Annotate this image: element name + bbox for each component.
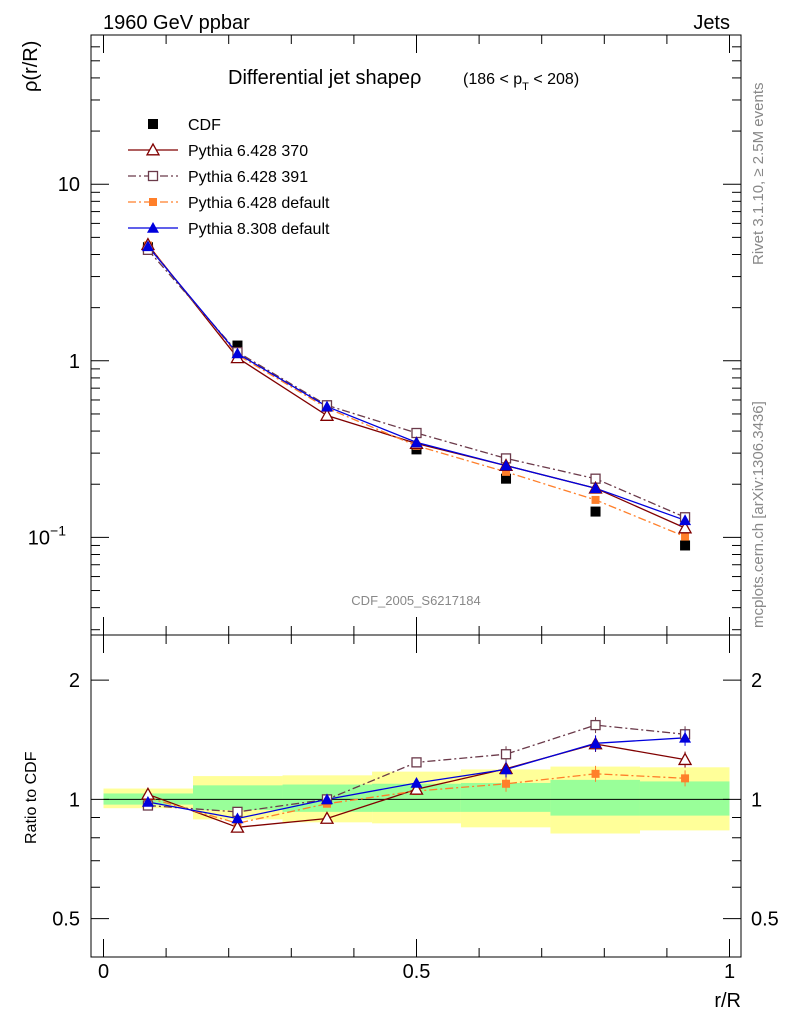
ratio-y-tick-label-right: 2 <box>751 670 762 692</box>
main-title-sub: (186 < pT < 208) <box>463 71 579 93</box>
ratio-point-3-6 <box>679 731 692 743</box>
main-title: Differential jet shapeρ <box>228 67 421 89</box>
x-tick-label: 0 <box>98 961 109 983</box>
legend-marker-4 <box>147 222 159 233</box>
ratio-point-2-4 <box>502 779 511 788</box>
ratio-point-3-3 <box>410 776 423 788</box>
data-point-4-1 <box>231 347 244 359</box>
header-left: 1960 GeV ppbar <box>103 12 250 34</box>
ratio-y-axis-label: Ratio to CDF <box>23 751 40 844</box>
legend-label-0: CDF <box>188 117 221 134</box>
ratio-y-tick-label: 2 <box>69 670 80 692</box>
main-y-tick-label: 1 <box>69 351 80 373</box>
ratio-point-2-6 <box>681 774 690 783</box>
ratio-point-1-5 <box>590 719 601 731</box>
legend: CDF Pythia 6.428 370 Pythia 6.428 391 Pythi… <box>128 117 330 238</box>
data-point-0-1 <box>232 340 243 351</box>
ratio-point-3-5 <box>589 737 602 749</box>
ratio-series-markers <box>140 717 693 833</box>
ratio-point-0-3 <box>409 782 424 795</box>
legend-marker-3 <box>149 198 157 206</box>
ratio-y-tick-label: 0.5 <box>52 909 80 931</box>
ratio-point-2-5 <box>591 769 600 778</box>
ratio-y-tick-label: 1 <box>69 789 80 811</box>
data-point-4-2 <box>320 400 333 412</box>
uncertainty-band-green-1 <box>193 785 283 811</box>
data-point-0-6 <box>680 540 691 551</box>
rivet-label: Rivet 3.1.10, ≥ 2.5M events <box>750 83 767 266</box>
uncertainty-band-green-5 <box>550 779 640 816</box>
main-y-axis-label: ρ(r/R) <box>20 41 42 92</box>
ratio-y-tick-label-right: 1 <box>751 789 762 811</box>
ratio-plot-area <box>103 766 730 834</box>
main-series-markers <box>140 237 693 551</box>
ratio-point-1-3 <box>411 757 422 768</box>
ratio-point-3-2 <box>320 793 333 805</box>
mcplots-label: mcplots.cern.ch [arXiv:1306.3436] <box>750 401 767 628</box>
main-y-tick-label: 10 <box>58 174 80 196</box>
ratio-point-3-4 <box>500 763 513 775</box>
data-point-2-3 <box>411 427 422 439</box>
ratio-point-3-0 <box>141 795 154 807</box>
analysis-watermark: CDF_2005_S6217184 <box>351 593 480 608</box>
data-point-1-2 <box>319 408 335 421</box>
main-axis-ticks: 10 1 10−1 <box>28 34 741 635</box>
data-point-1-6 <box>677 520 693 534</box>
data-point-3-5 <box>591 495 600 504</box>
ratio-point-0-1 <box>230 819 245 833</box>
data-point-3-6 <box>681 532 690 541</box>
series-line-2 <box>147 249 686 518</box>
ratio-point-1-4 <box>500 749 512 760</box>
data-point-0-5 <box>590 506 601 517</box>
data-point-4-4 <box>500 459 513 471</box>
series-line-4 <box>147 245 686 521</box>
data-point-4-6 <box>679 514 692 526</box>
main-y-tick-label: 10−1 <box>28 522 66 549</box>
legend-label-4: Pythia 8.308 default <box>188 221 330 238</box>
legend-marker-0 <box>148 119 158 129</box>
x-tick-label: 1 <box>724 961 735 983</box>
legend-label-1: Pythia 6.428 370 <box>188 143 308 160</box>
data-point-3-4 <box>502 467 511 476</box>
legend-marker-2 <box>147 170 159 182</box>
main-series-lines <box>147 244 686 538</box>
legend-marker-1 <box>145 142 161 156</box>
data-point-4-5 <box>589 482 602 493</box>
ratio-point-3-1 <box>231 812 244 824</box>
data-point-0-4 <box>501 473 512 484</box>
ratio-point-0-6 <box>677 752 693 766</box>
x-axis-label: r/R <box>714 990 741 1012</box>
x-tick-label: 0.5 <box>403 961 431 983</box>
data-point-4-3 <box>410 436 423 448</box>
header-right: Jets <box>693 12 730 34</box>
uncertainty-band-green-6 <box>639 781 730 816</box>
series-line-3 <box>147 245 686 538</box>
series-line-1 <box>147 244 686 529</box>
legend-label-2: Pythia 6.428 391 <box>188 169 308 186</box>
ratio-point-0-2 <box>319 811 335 824</box>
ratio-y-tick-label-right: 0.5 <box>751 909 779 931</box>
legend-label-3: Pythia 6.428 default <box>188 195 330 212</box>
data-point-4-0 <box>141 240 154 252</box>
ratio-axis-ticks: 0 0.5 1 2 2 1 1 0.5 0.5 <box>52 635 779 983</box>
